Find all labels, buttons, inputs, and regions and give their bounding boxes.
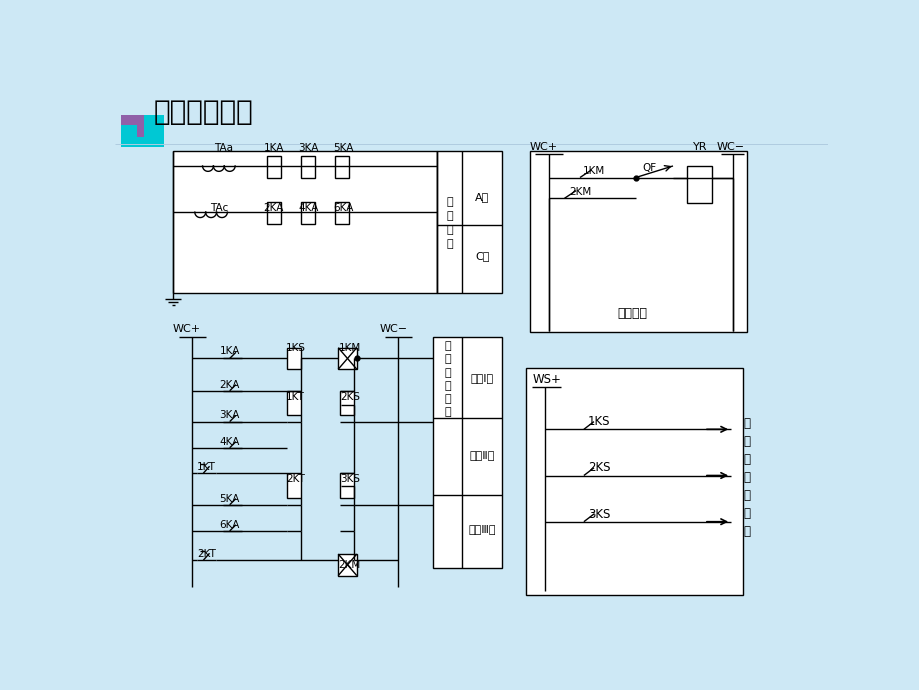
Text: 1KT: 1KT [197,462,216,472]
Bar [437,150,502,293]
Text: 3KA: 3KA [299,144,319,153]
Text: 2KT: 2KT [286,474,305,484]
Text: 2KM: 2KM [338,560,360,570]
Text: C相: C相 [474,251,489,261]
Text: 3KS: 3KS [587,508,610,520]
Text: WC−: WC− [380,324,408,334]
Text: 至
中
央
信
号
回
路: 至 中 央 信 号 回 路 [743,417,749,538]
Bar [287,473,301,497]
Bar [525,368,742,595]
Text: TAc: TAc [210,203,229,213]
Text: WS+: WS+ [532,373,562,386]
Text: 1KS: 1KS [587,415,610,428]
Text: 1KA: 1KA [220,346,240,356]
Bar [529,150,746,331]
Text: YR: YR [692,142,707,152]
Text: QF: QF [642,164,656,173]
Text: 1KA: 1KA [264,144,284,153]
Bar [121,115,164,148]
Bar [287,391,301,415]
Bar [301,156,314,177]
Text: 1KS: 1KS [285,343,305,353]
Text: 4KA: 4KA [220,437,240,446]
Bar [301,202,314,224]
Text: 交
流
回
路: 交 流 回 路 [446,197,453,249]
Text: 电流Ⅱ段: 电流Ⅱ段 [470,451,494,460]
Bar [267,202,280,224]
Text: 3KS: 3KS [339,474,359,484]
Text: 1KM: 1KM [338,343,360,353]
Text: 2KT: 2KT [197,549,216,559]
Text: WC+: WC+ [529,142,557,152]
Bar [121,115,144,137]
Bar [686,166,711,203]
Text: 5KA: 5KA [333,144,354,153]
Text: TAa: TAa [214,144,233,153]
Text: 1KT: 1KT [286,392,305,402]
Text: 3KA: 3KA [220,411,240,420]
Text: 2KA: 2KA [220,380,240,390]
Text: 展开式原理图: 展开式原理图 [153,98,254,126]
Text: 1KM: 1KM [583,166,605,175]
Bar [173,150,437,293]
Text: WC−: WC− [716,142,744,152]
Text: 2KM: 2KM [568,187,591,197]
Bar [432,337,502,568]
Text: 2KS: 2KS [587,462,610,474]
Text: 直
流
逻
辑
回
路: 直 流 逻 辑 回 路 [445,342,451,417]
Bar [335,156,348,177]
Text: 6KA: 6KA [333,203,354,213]
Text: 5KA: 5KA [220,493,240,504]
Bar [339,391,353,415]
Bar [338,348,357,369]
Text: A相: A相 [475,192,489,201]
Bar [267,156,280,177]
Text: 2KS: 2KS [339,392,359,402]
Bar [338,554,357,575]
Text: 电流Ⅰ段: 电流Ⅰ段 [471,373,494,383]
Bar [287,348,301,369]
Text: 出口回路: 出口回路 [617,307,647,320]
Text: 2KA: 2KA [264,203,284,213]
Text: 4KA: 4KA [299,203,319,213]
Bar [339,473,353,497]
Text: 6KA: 6KA [220,520,240,530]
Bar [335,202,348,224]
Bar [121,125,137,141]
Text: WC+: WC+ [173,324,201,334]
Text: 电流Ⅲ段: 电流Ⅲ段 [468,524,495,534]
